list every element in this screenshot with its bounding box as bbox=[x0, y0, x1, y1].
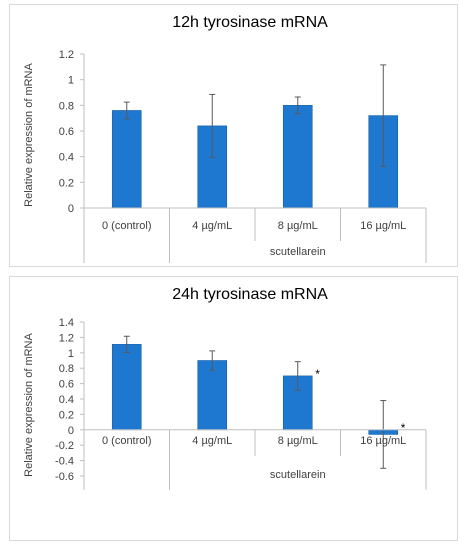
x-tick-label-1-3: 16 µg/mL bbox=[360, 435, 406, 447]
y-axis-label-0: Relative expression of mRNA bbox=[23, 63, 35, 207]
x-tick-label-1-2: 8 µg/mL bbox=[278, 435, 318, 447]
group-label-1: scutellarein bbox=[270, 469, 326, 481]
chart-title-1: 24h tyrosinase mRNA bbox=[172, 286, 328, 303]
y-tick-label-1-1: -0.4 bbox=[55, 456, 74, 468]
significance-marker-1-3: * bbox=[401, 421, 406, 435]
bar-1-0 bbox=[111, 344, 142, 431]
bar-0-2 bbox=[282, 105, 313, 209]
y-tick-label-1-5: 0.4 bbox=[59, 394, 74, 406]
group-label-0: scutellarein bbox=[270, 246, 326, 258]
y-tick-label-1-2: -0.2 bbox=[55, 440, 74, 452]
bar-1-1 bbox=[197, 360, 228, 431]
y-tick-label-0-2: 0.4 bbox=[59, 152, 74, 164]
y-axis-label-1: Relative expression of mRNA bbox=[23, 333, 35, 477]
x-tick-label-1-0: 0 (control) bbox=[102, 435, 152, 447]
y-tick-label-0-5: 1 bbox=[68, 75, 74, 87]
y-tick-label-1-4: 0.2 bbox=[59, 409, 74, 421]
x-tick-label-1-1: 4 µg/mL bbox=[192, 435, 232, 447]
y-tick-label-0-4: 0.8 bbox=[59, 100, 74, 112]
x-tick-label-0-0: 0 (control) bbox=[102, 220, 152, 232]
y-tick-label-1-0: -0.6 bbox=[55, 471, 74, 483]
y-tick-label-0-1: 0.2 bbox=[59, 177, 74, 189]
y-tick-label-1-6: 0.6 bbox=[59, 379, 74, 391]
y-tick-label-1-9: 1.2 bbox=[59, 332, 74, 344]
y-tick-label-1-3: 0 bbox=[68, 425, 74, 437]
y-tick-label-1-7: 0.8 bbox=[59, 363, 74, 375]
x-tick-label-0-1: 4 µg/mL bbox=[192, 220, 232, 232]
y-tick-label-1-8: 1 bbox=[68, 348, 74, 360]
bar-0-0 bbox=[111, 110, 142, 209]
y-tick-label-1-10: 1.4 bbox=[59, 317, 74, 329]
significance-marker-1-2: * bbox=[315, 367, 320, 381]
chart-title-0: 12h tyrosinase mRNA bbox=[172, 14, 328, 31]
y-tick-label-0-3: 0.6 bbox=[59, 126, 74, 138]
x-tick-label-0-3: 16 µg/mL bbox=[360, 220, 406, 232]
x-tick-label-0-2: 8 µg/mL bbox=[278, 220, 318, 232]
y-tick-label-0-0: 0 bbox=[68, 203, 74, 215]
y-tick-label-0-6: 1.2 bbox=[59, 49, 74, 61]
